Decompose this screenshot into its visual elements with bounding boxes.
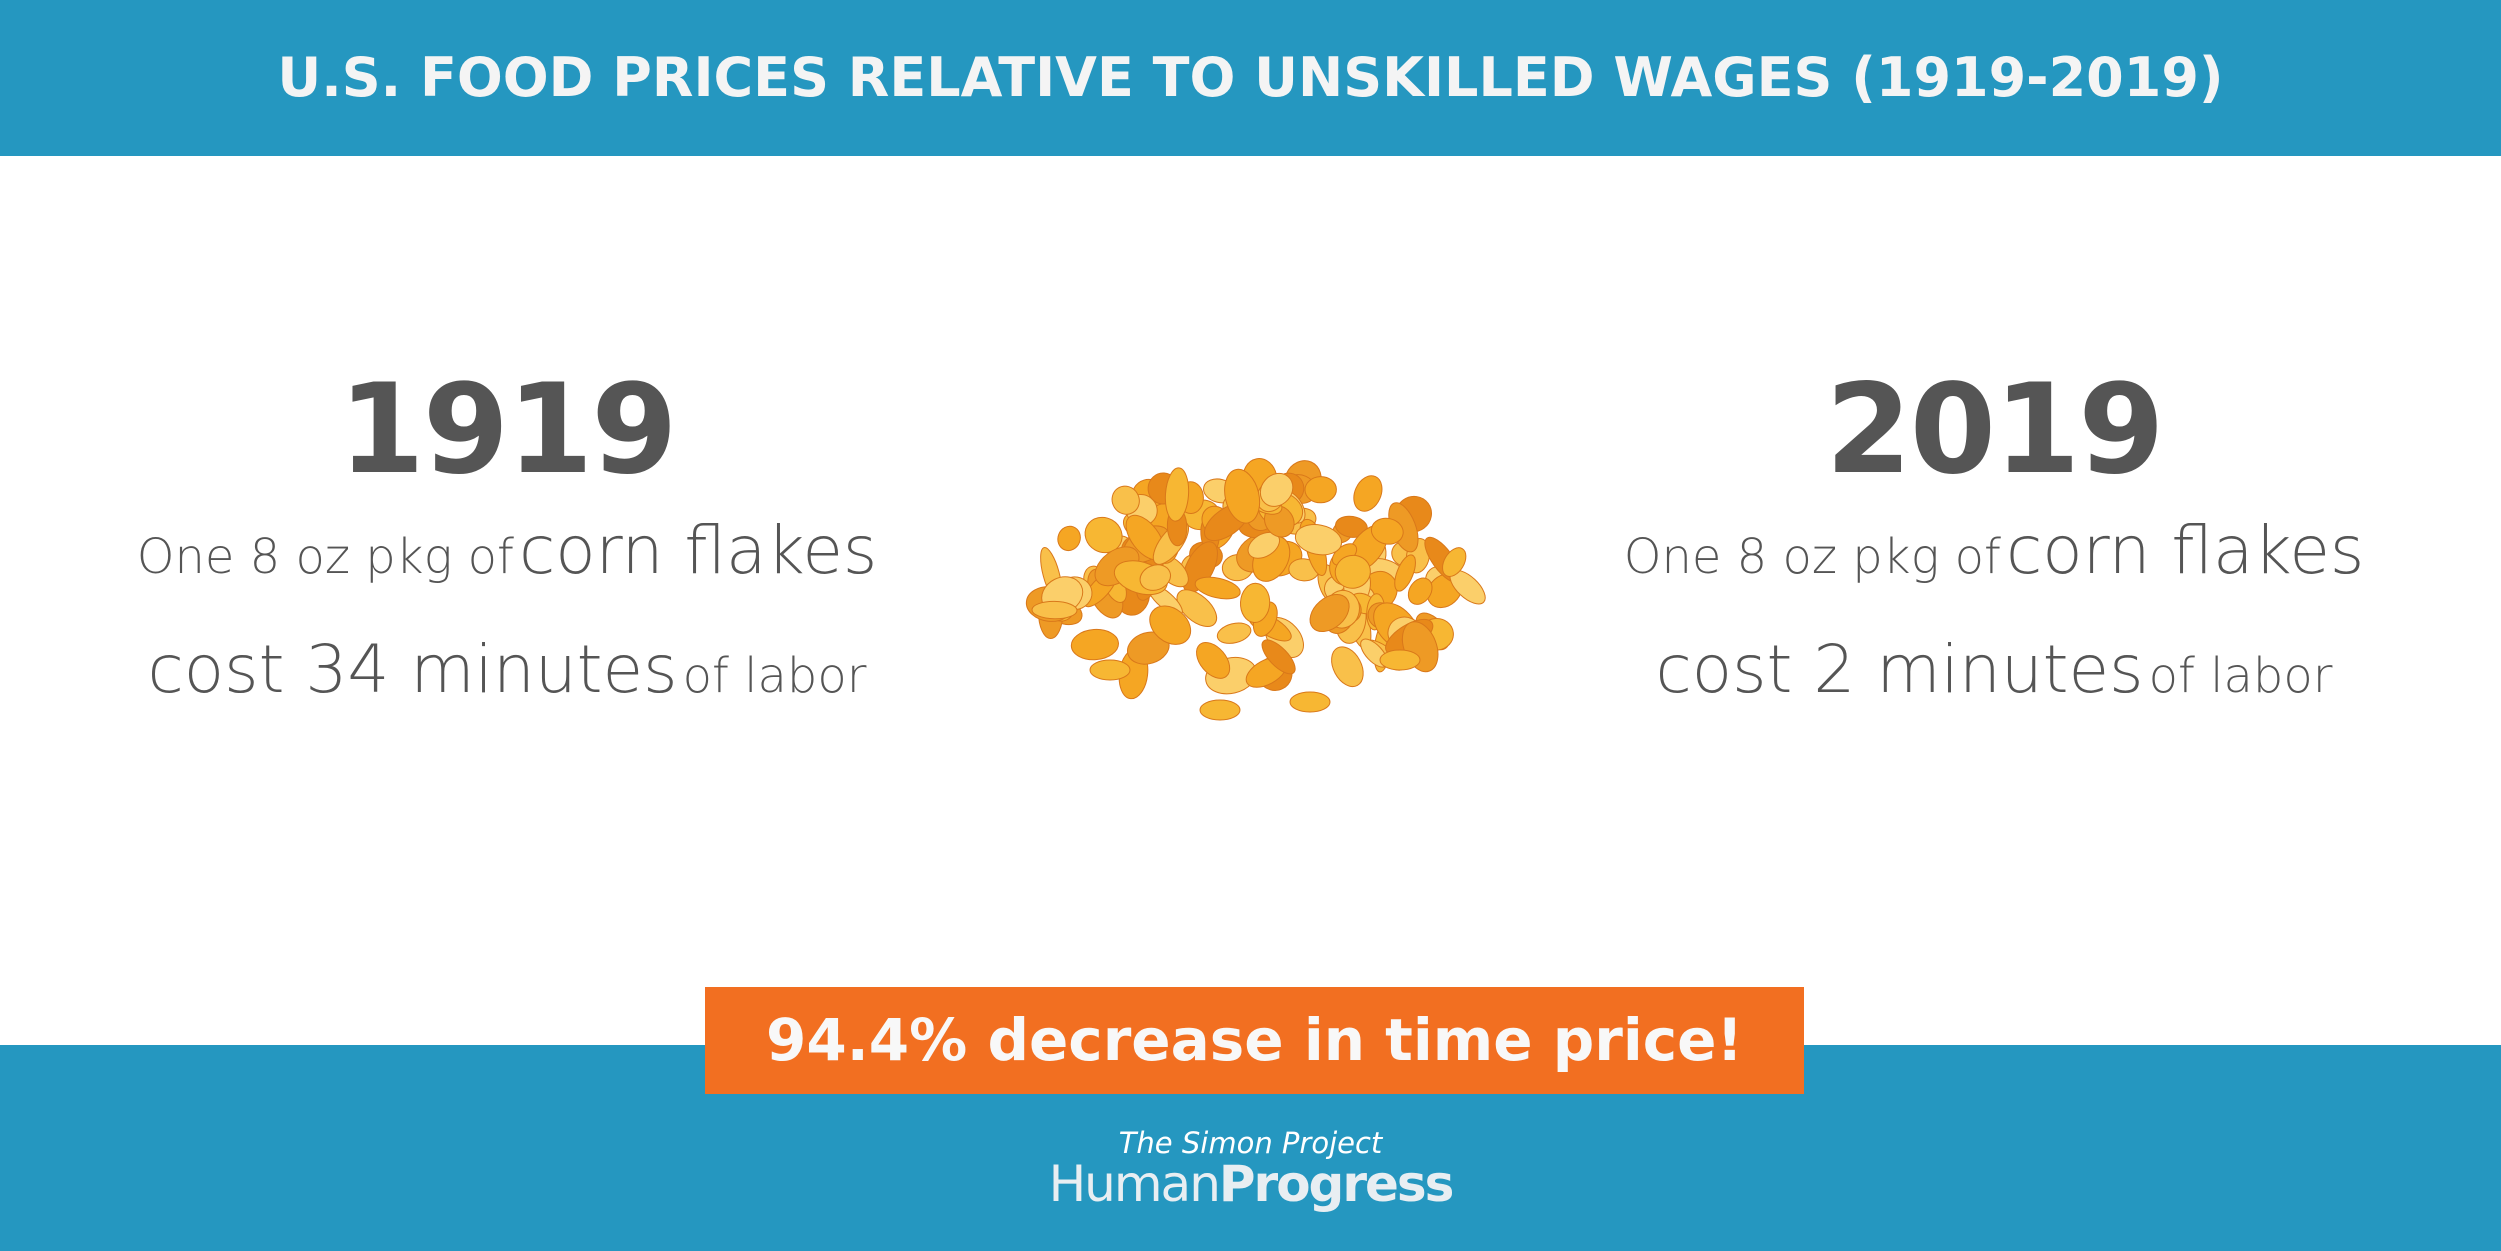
flake (1149, 605, 1192, 645)
flake (1164, 467, 1190, 522)
tagline: The Simon Project (1118, 1126, 1383, 1160)
title: U.S. FOOD PRICES RELATIVE TO UNSKILLED W… (277, 46, 2224, 109)
flake (1379, 649, 1421, 671)
flake (1089, 659, 1131, 681)
flake (1370, 517, 1404, 545)
flake (1407, 577, 1433, 605)
text-small: of labor (2148, 648, 2333, 704)
flake (1309, 593, 1350, 633)
header-bar (0, 0, 2501, 156)
flake (1289, 691, 1331, 713)
flake (1334, 554, 1371, 589)
line: cost 2 minutes of labor (1494, 619, 2494, 738)
flake (1196, 642, 1231, 679)
corn-flakes-image (1025, 458, 1486, 721)
flake (1442, 547, 1467, 577)
panel-2019: 2019 One 8 oz pkg of corn flakes cost 2 … (1494, 360, 2494, 738)
text-large: cost 34 minutes (147, 631, 678, 708)
flake (1216, 622, 1252, 644)
line: One 8 oz pkg of corn flakes (7, 500, 1007, 619)
flake (1139, 564, 1172, 591)
flake (1199, 699, 1241, 721)
text-large: cost 2 minutes (1655, 631, 2144, 708)
flake (1294, 524, 1343, 556)
panel-1919: 1919 One 8 oz pkg of corn flakes cost 34… (7, 360, 1007, 738)
text-small: One 8 oz pkg of (1623, 529, 2001, 585)
text-small: One 8 oz pkg of (136, 529, 514, 585)
flake (1224, 468, 1261, 524)
flake (1084, 516, 1123, 554)
flake (1259, 472, 1294, 507)
line: cost 34 minutes of labor (7, 619, 1007, 738)
flake (1394, 554, 1416, 592)
flake (1304, 476, 1337, 504)
text-small: of labor (682, 648, 867, 704)
text-large: corn flakes (518, 512, 878, 589)
brand-part: Human (1048, 1155, 1221, 1213)
flake (1353, 475, 1383, 512)
flake (1194, 576, 1241, 600)
flake (1261, 639, 1296, 675)
callout: 94.4% decrease in time price! (705, 987, 1804, 1094)
flake (1331, 646, 1364, 688)
flake (1239, 582, 1271, 623)
flake (1057, 525, 1081, 552)
line: One 8 oz pkg of corn flakes (1494, 500, 2494, 619)
flake (1070, 628, 1119, 661)
text-large: corn flakes (2005, 512, 2365, 589)
brand: HumanProgress (0, 1155, 2501, 1213)
flake (1111, 485, 1140, 515)
brand-part: Progress (1218, 1155, 1455, 1213)
year: 2019 (1825, 358, 2164, 502)
flake (1176, 589, 1218, 627)
flake (1031, 600, 1078, 620)
year: 1919 (338, 358, 677, 502)
